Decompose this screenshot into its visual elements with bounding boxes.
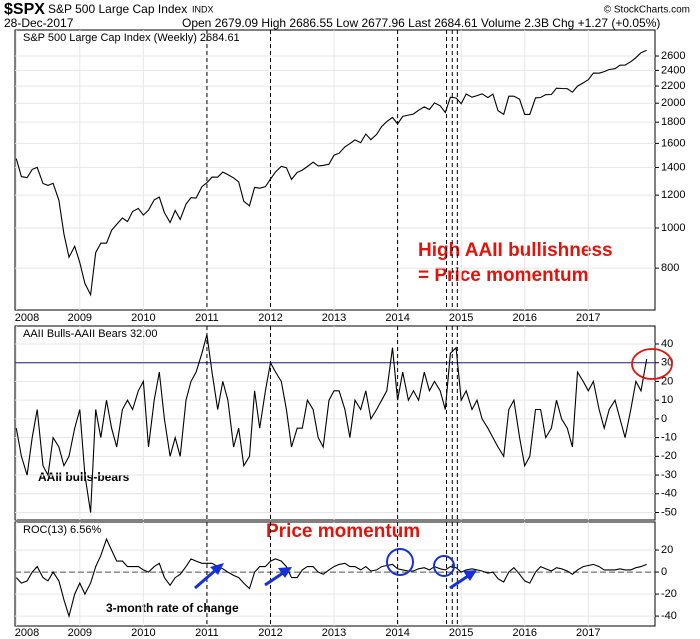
y-tick-label: 1200	[661, 189, 685, 201]
panel	[14, 521, 656, 627]
y-tick-label: 20	[661, 375, 673, 387]
date: 28-Dec-2017	[4, 16, 74, 30]
x-tick-label: 2016	[512, 312, 536, 324]
annotation: 3-month rate of change	[106, 601, 239, 615]
y-tick-label: 1800	[661, 116, 685, 128]
price-line	[15, 537, 647, 619]
x-tick-label: 2012	[258, 627, 282, 639]
symbol: $SPX	[4, 1, 45, 18]
legend-label: S&P 500 Large Cap Index (Weekly) 2684.61	[23, 32, 240, 44]
x-tick-label: 2016	[512, 627, 536, 639]
legend-label: AAII Bulls-AAII Bears 32.00	[23, 328, 158, 340]
x-tick-label: 2014	[385, 312, 409, 324]
y-tick-label: 0	[661, 566, 667, 578]
y-tick-label: -40	[661, 488, 677, 500]
y-tick-label: -50	[661, 506, 677, 518]
y-tick-label: 1400	[661, 161, 685, 173]
x-tick-label: 2011	[195, 312, 219, 324]
y-tick-label: 2400	[661, 64, 685, 76]
annotation: = Price momentum	[418, 265, 589, 286]
y-tick-label: 0	[661, 413, 667, 425]
y-tick-label: -10	[661, 432, 677, 444]
price-line	[15, 49, 647, 297]
exchange: INDX	[192, 4, 214, 14]
credit: © StockCharts.com	[604, 5, 690, 16]
x-tick-label: 2013	[322, 627, 346, 639]
y-tick-label: 2600	[661, 50, 685, 62]
y-tick-label: -40	[661, 610, 677, 622]
x-tick-label: 2010	[131, 312, 155, 324]
highlight-circle	[433, 555, 455, 577]
arrowhead	[210, 563, 224, 575]
highlight-ellipse	[631, 348, 673, 380]
y-tick-label: -20	[661, 450, 677, 462]
y-tick-label: 30	[661, 357, 673, 369]
panel	[14, 29, 656, 311]
y-tick-label: 20	[661, 544, 673, 556]
x-tick-label: 2010	[131, 627, 155, 639]
annotation: High AAII bullishness	[418, 240, 613, 261]
y-tick-label: 2200	[661, 80, 685, 92]
x-tick-label: 2009	[68, 627, 92, 639]
x-tick-label: 2017	[576, 312, 600, 324]
x-tick-label: 2015	[449, 627, 473, 639]
markup-shapes	[194, 348, 673, 590]
price-line	[15, 334, 648, 513]
y-tick-label: -30	[661, 469, 677, 481]
arrows	[194, 563, 477, 590]
x-tick-label: 2008	[15, 312, 39, 324]
y-tick-label: 800	[661, 262, 679, 274]
x-tick-label: 2011	[195, 627, 219, 639]
panel	[14, 325, 656, 521]
y-tick-label: 2000	[661, 97, 685, 109]
x-tick-label: 2012	[258, 312, 282, 324]
y-tick-label: 10	[661, 394, 673, 406]
quote: Open 2679.09 High 2686.55 Low 2677.96 La…	[182, 16, 660, 30]
y-tick-label: 1600	[661, 137, 685, 149]
highlight-circle	[386, 548, 414, 576]
x-tick-label: 2014	[385, 627, 409, 639]
annotation: Price momentum	[266, 521, 420, 542]
annotation: AAII bulls-bears	[38, 470, 130, 484]
arrowhead	[278, 567, 292, 578]
legend-label: ROC(13) 6.56%	[23, 524, 101, 536]
index-name: S&P 500 Large Cap Index	[48, 2, 187, 16]
y-tick-label: 1000	[661, 222, 685, 234]
x-tick-label: 2013	[322, 312, 346, 324]
arrow	[194, 566, 219, 590]
arrowhead	[463, 570, 477, 581]
x-tick-label: 2015	[449, 312, 473, 324]
x-tick-label: 2008	[15, 627, 39, 639]
y-tick-label: -20	[661, 588, 677, 600]
y-tick-label: 40	[661, 338, 673, 350]
x-tick-label: 2009	[68, 312, 92, 324]
x-tick-label: 2017	[576, 627, 600, 639]
